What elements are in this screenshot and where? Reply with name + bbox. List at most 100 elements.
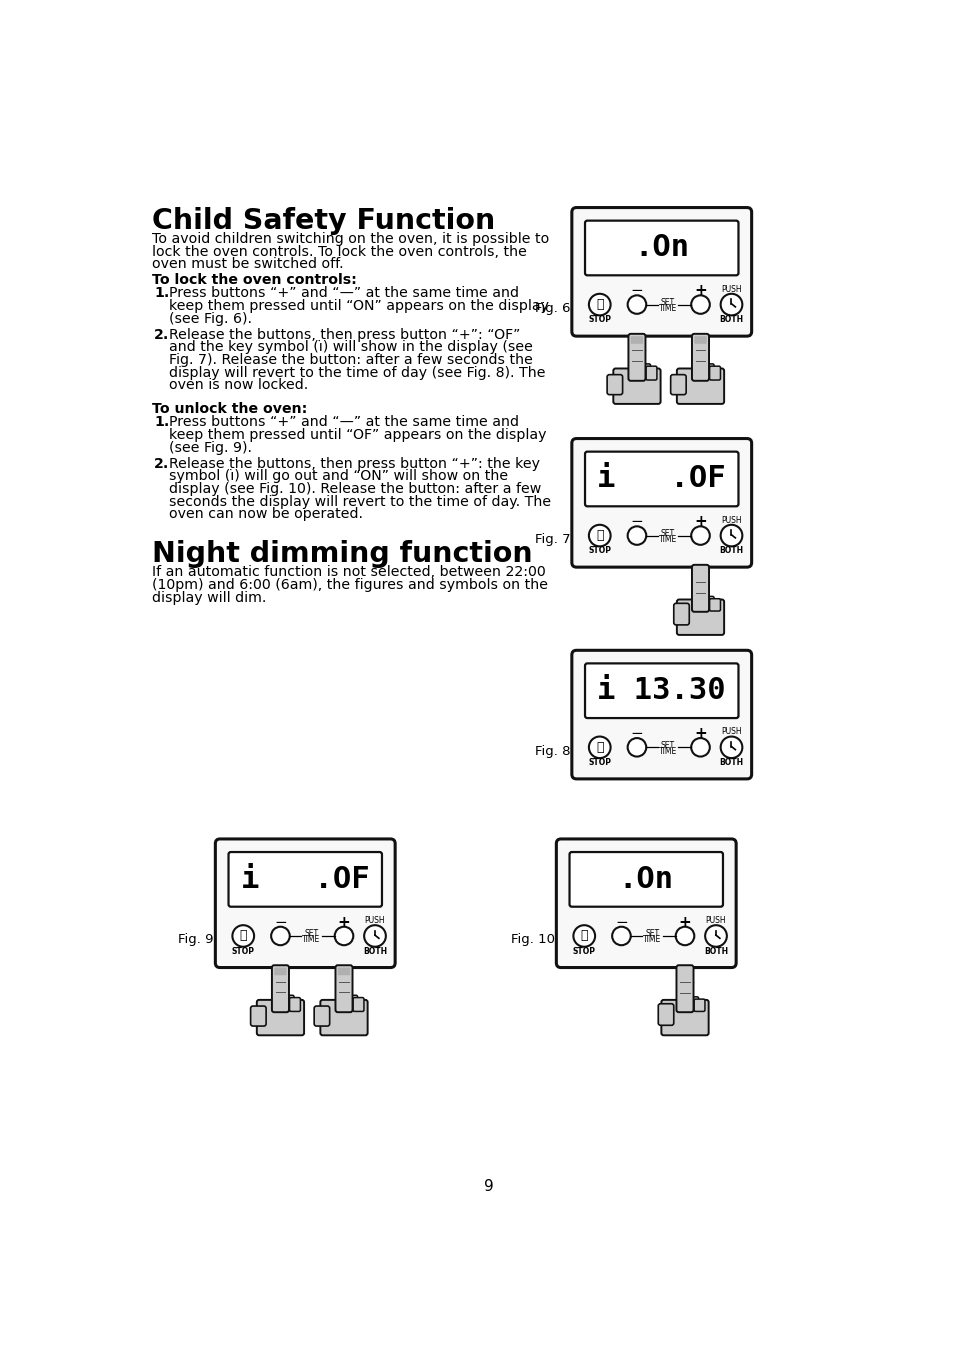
Text: TIME: TIME: [642, 935, 660, 944]
FancyBboxPatch shape: [569, 852, 722, 907]
Text: BOTH: BOTH: [719, 758, 742, 767]
Circle shape: [691, 296, 709, 313]
FancyBboxPatch shape: [696, 362, 707, 378]
FancyBboxPatch shape: [639, 363, 650, 380]
Text: TIME: TIME: [302, 935, 320, 944]
Text: 1.: 1.: [154, 416, 170, 430]
Text: Fig. 7: Fig. 7: [534, 532, 570, 546]
FancyBboxPatch shape: [691, 334, 708, 381]
Text: display will dim.: display will dim.: [152, 590, 266, 605]
Text: SET: SET: [660, 297, 675, 307]
FancyBboxPatch shape: [658, 1004, 673, 1025]
Circle shape: [271, 927, 290, 946]
Text: keep them pressed until “ON” appears on the display: keep them pressed until “ON” appears on …: [169, 299, 548, 313]
Text: PUSH: PUSH: [720, 516, 741, 524]
Text: and the key symbol (ı̇) will show in the display (see: and the key symbol (ı̇) will show in the…: [169, 340, 532, 354]
Text: To unlock the oven:: To unlock the oven:: [152, 403, 307, 416]
Circle shape: [364, 925, 385, 947]
FancyBboxPatch shape: [571, 439, 751, 567]
Text: −: −: [630, 725, 642, 740]
FancyBboxPatch shape: [276, 993, 287, 1011]
Text: STOP: STOP: [232, 947, 254, 957]
Text: PUSH: PUSH: [364, 916, 385, 925]
Text: STOP: STOP: [588, 316, 611, 324]
Text: ␇: ␇: [596, 299, 603, 311]
Text: Fig. 8: Fig. 8: [535, 744, 570, 758]
FancyBboxPatch shape: [274, 967, 286, 975]
FancyBboxPatch shape: [335, 965, 353, 1012]
Text: 1.: 1.: [154, 286, 170, 300]
FancyBboxPatch shape: [680, 994, 692, 1011]
Circle shape: [627, 527, 645, 544]
Text: i   .OF: i .OF: [241, 865, 369, 894]
Text: SET: SET: [304, 929, 318, 938]
Text: Fig. 10: Fig. 10: [510, 934, 555, 946]
Circle shape: [335, 927, 353, 946]
Text: +: +: [694, 515, 706, 530]
FancyBboxPatch shape: [613, 369, 659, 404]
Text: BOTH: BOTH: [362, 947, 387, 957]
Text: ␇: ␇: [596, 740, 603, 754]
FancyBboxPatch shape: [229, 852, 381, 907]
Circle shape: [612, 927, 630, 946]
Circle shape: [233, 925, 253, 947]
Text: If an automatic function is not selected, between 22:00: If an automatic function is not selected…: [152, 565, 545, 580]
Text: Fig. 6: Fig. 6: [535, 301, 570, 315]
FancyBboxPatch shape: [645, 366, 657, 380]
Text: +: +: [678, 915, 691, 929]
Text: Fig. 9: Fig. 9: [178, 934, 213, 946]
Circle shape: [588, 293, 610, 315]
FancyBboxPatch shape: [670, 374, 685, 394]
Text: STOP: STOP: [588, 758, 611, 767]
Text: PUSH: PUSH: [720, 285, 741, 293]
Text: STOP: STOP: [588, 546, 611, 555]
Text: Child Safety Function: Child Safety Function: [152, 207, 495, 235]
FancyBboxPatch shape: [676, 369, 723, 404]
Text: lock the oven controls. To lock the oven controls, the: lock the oven controls. To lock the oven…: [152, 245, 526, 258]
Text: SET: SET: [660, 740, 675, 750]
Text: keep them pressed until “OF” appears on the display: keep them pressed until “OF” appears on …: [169, 428, 546, 442]
Text: oven is now locked.: oven is now locked.: [169, 378, 308, 393]
FancyBboxPatch shape: [702, 363, 713, 380]
Text: STOP: STOP: [572, 947, 595, 957]
Circle shape: [720, 293, 741, 315]
FancyBboxPatch shape: [709, 598, 720, 611]
FancyBboxPatch shape: [687, 997, 698, 1011]
Text: 2.: 2.: [154, 328, 170, 342]
Text: (10pm) and 6:00 (6am), the figures and symbols on the: (10pm) and 6:00 (6am), the figures and s…: [152, 578, 547, 592]
FancyBboxPatch shape: [215, 839, 395, 967]
FancyBboxPatch shape: [346, 996, 357, 1011]
FancyBboxPatch shape: [556, 839, 736, 967]
Text: display will revert to the time of day (see Fig. 8). The: display will revert to the time of day (…: [169, 366, 545, 380]
Text: To avoid children switching on the oven, it is possible to: To avoid children switching on the oven,…: [152, 232, 549, 246]
Circle shape: [720, 736, 741, 758]
FancyBboxPatch shape: [660, 1000, 708, 1035]
FancyBboxPatch shape: [272, 965, 289, 1012]
Circle shape: [704, 925, 726, 947]
FancyBboxPatch shape: [584, 451, 738, 507]
Text: .On: .On: [634, 234, 689, 262]
Text: ␇: ␇: [239, 929, 247, 943]
Text: ␇: ␇: [596, 530, 603, 542]
Text: −: −: [630, 284, 642, 299]
Text: BOTH: BOTH: [703, 947, 727, 957]
Text: display (see Fig. 10). Release the button: after a few: display (see Fig. 10). Release the butto…: [169, 482, 540, 496]
Text: BOTH: BOTH: [719, 546, 742, 555]
FancyBboxPatch shape: [290, 997, 300, 1012]
Text: i 13.30: i 13.30: [597, 677, 725, 705]
FancyBboxPatch shape: [702, 596, 713, 611]
Circle shape: [573, 925, 595, 947]
Circle shape: [588, 736, 610, 758]
Circle shape: [691, 738, 709, 757]
Text: Press buttons “+” and “—” at the same time and: Press buttons “+” and “—” at the same ti…: [169, 416, 518, 430]
FancyBboxPatch shape: [337, 967, 350, 975]
Circle shape: [627, 738, 645, 757]
FancyBboxPatch shape: [673, 604, 688, 626]
Text: +: +: [694, 725, 706, 740]
Text: TIME: TIME: [659, 535, 677, 544]
Text: ␇: ␇: [579, 929, 587, 943]
Text: .On: .On: [618, 865, 673, 894]
Circle shape: [691, 527, 709, 544]
FancyBboxPatch shape: [251, 1006, 266, 1025]
Text: TIME: TIME: [659, 304, 677, 313]
